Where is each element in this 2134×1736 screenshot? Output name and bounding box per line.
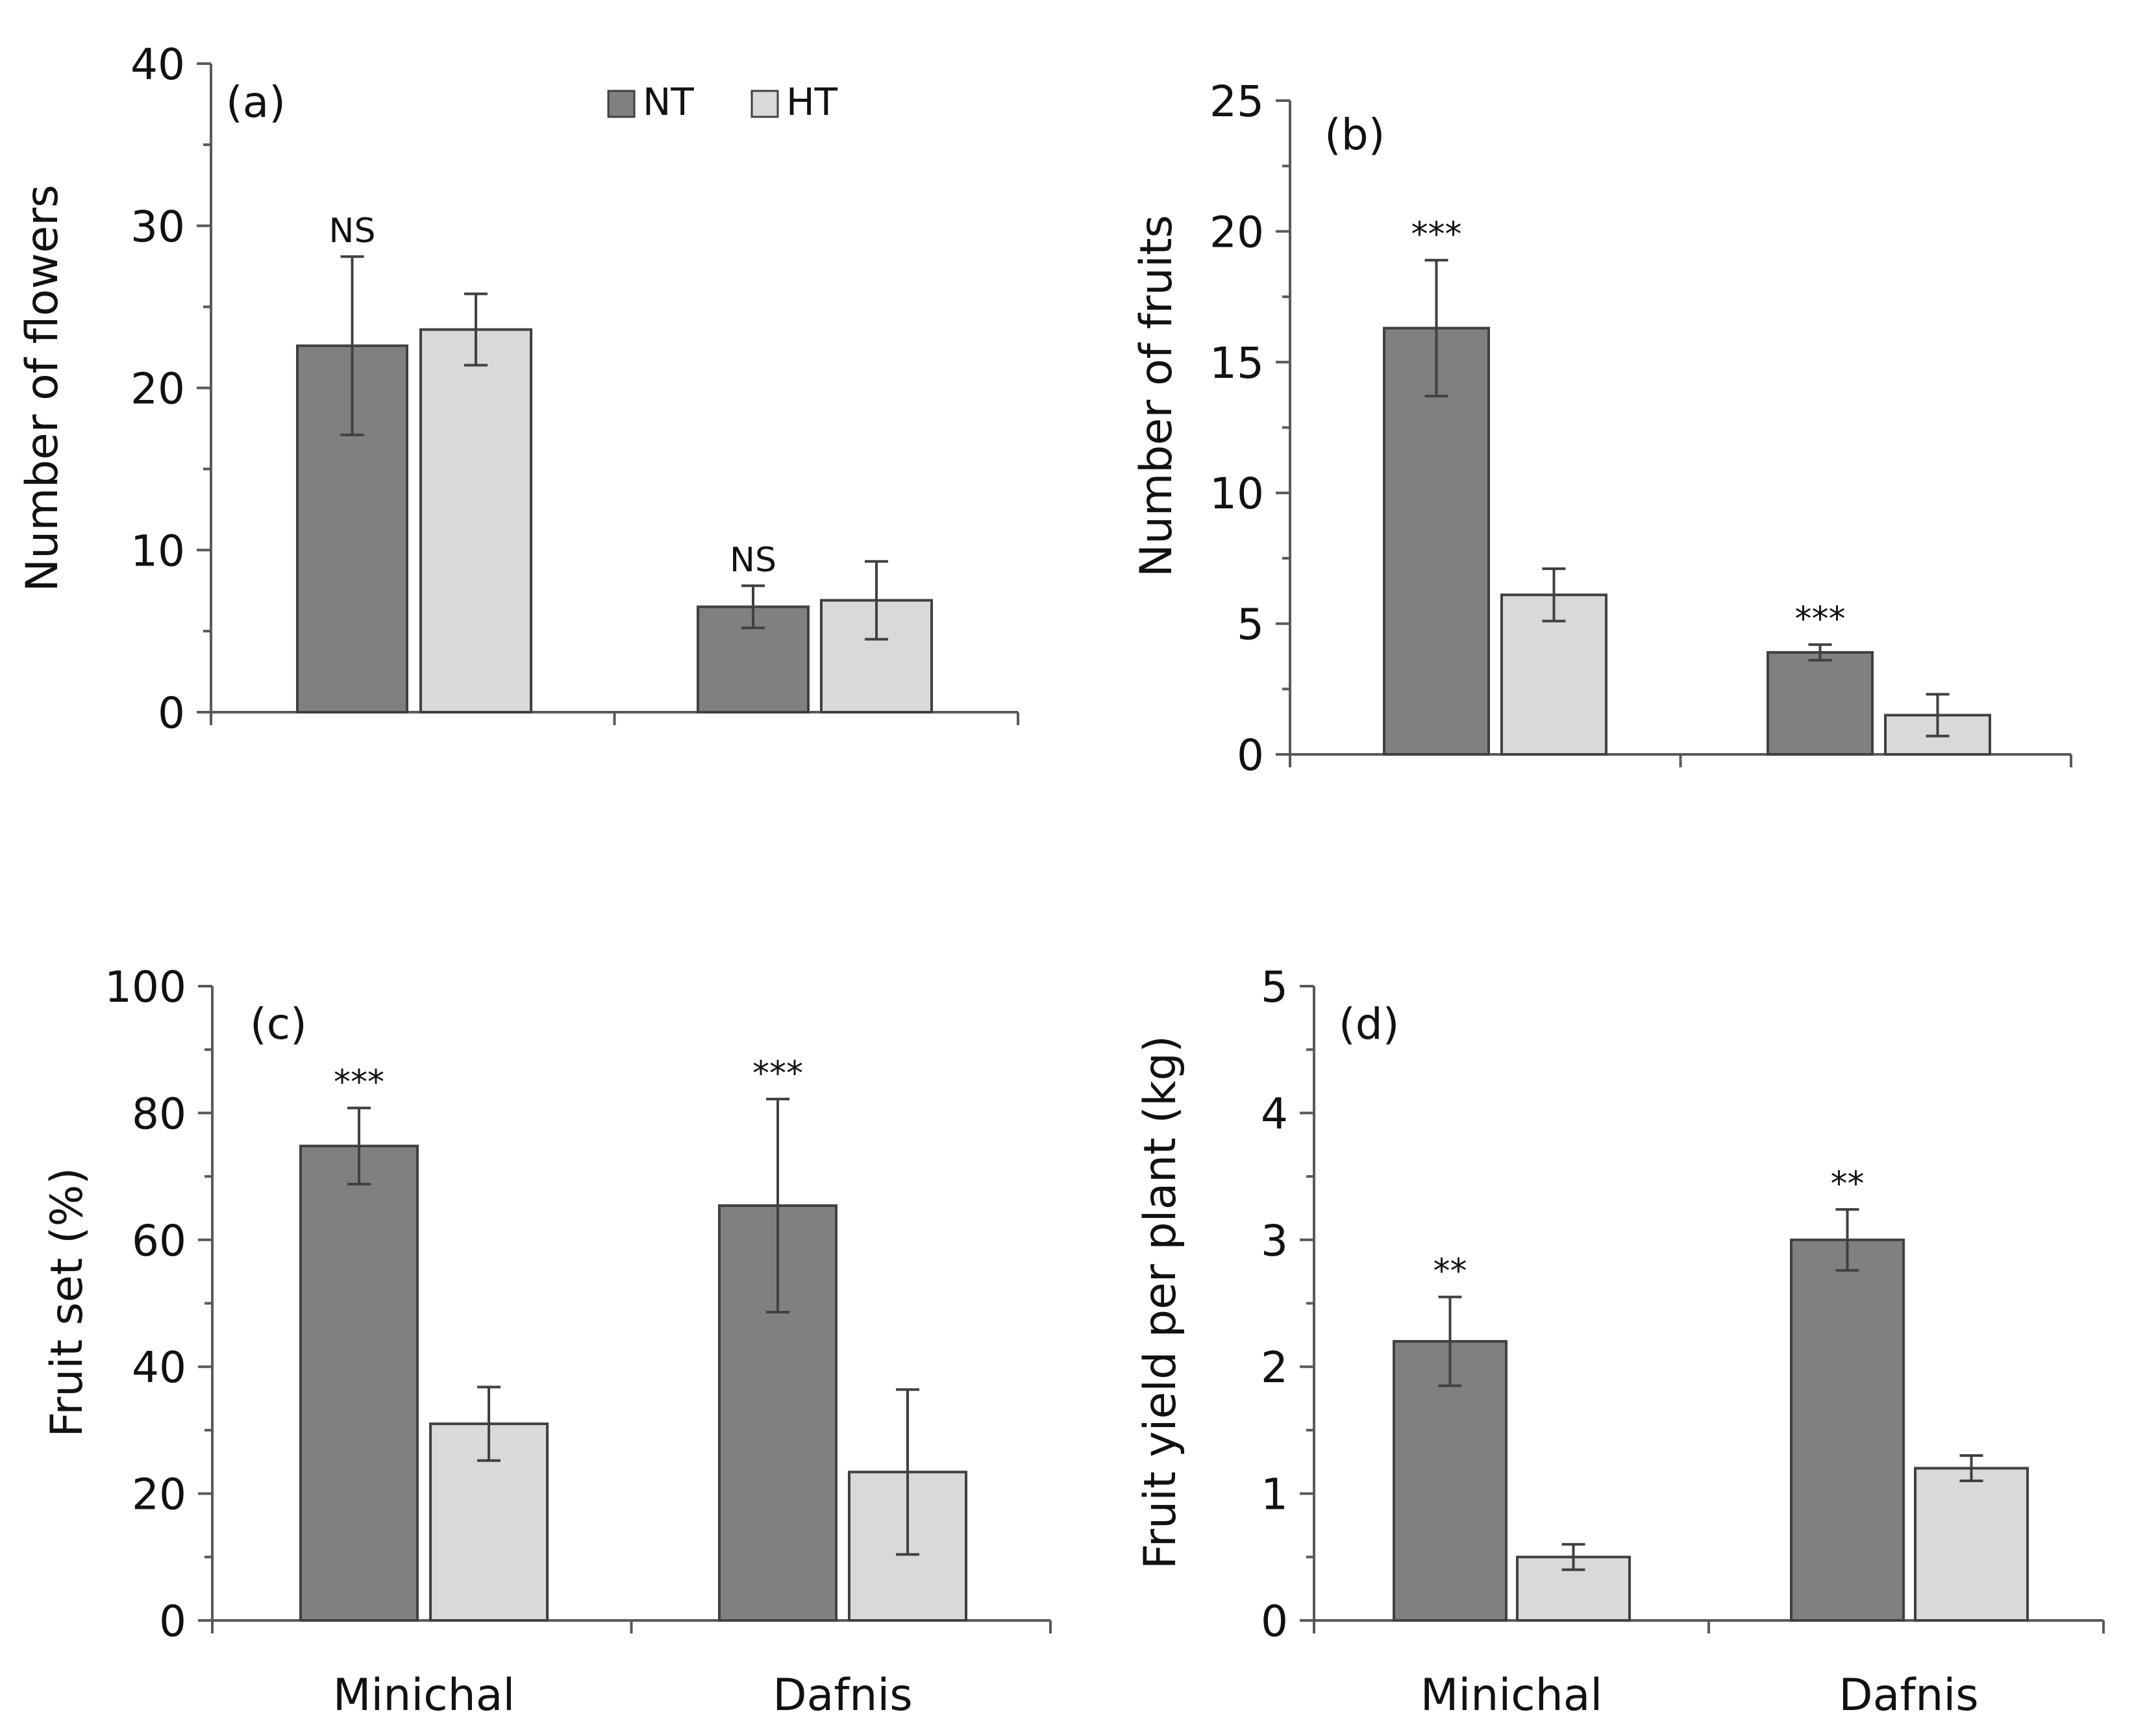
- chart-panel: 0 10 20 30 40 Number of flowers (a) NS NS: [17, 40, 1019, 738]
- x-category-label: Minichal: [333, 1670, 515, 1721]
- legend-swatch-ht: [751, 90, 779, 118]
- y-tick-label: 10: [130, 526, 185, 576]
- y-tick-label: 10: [1210, 469, 1264, 519]
- y-tick-label: 2: [1261, 1343, 1288, 1393]
- significance-label: ***: [1795, 600, 1846, 639]
- y-axis-title: Number of fruits: [1131, 215, 1182, 577]
- y-tick-label: 20: [132, 1470, 186, 1520]
- panel-label: (d): [1339, 999, 1399, 1049]
- chart-panel: 0 5 10 15 20 25 Number of fruits (b) *** ***: [1131, 77, 2072, 780]
- y-tick-label: 100: [105, 962, 186, 1012]
- y-axis-title: Fruit yield per plant (kg): [1135, 1035, 1186, 1569]
- x-category-label: Dafnis: [1839, 1670, 1978, 1721]
- legend-label-ht: HT: [786, 80, 838, 124]
- y-tick-label: 60: [132, 1216, 186, 1266]
- y-tick-label: 0: [1237, 730, 1264, 780]
- significance-label: NS: [730, 541, 776, 580]
- y-tick-label: 40: [132, 1343, 186, 1393]
- significance-label: **: [1831, 1165, 1865, 1204]
- y-tick-label: 1: [1261, 1470, 1288, 1520]
- x-category-label: Minichal: [1421, 1670, 1603, 1721]
- y-tick-label: 20: [1210, 207, 1264, 257]
- y-tick-label: 0: [1261, 1596, 1288, 1646]
- bar-nt: [1767, 651, 1874, 756]
- y-tick-label: 0: [158, 688, 185, 738]
- significance-label: **: [1433, 1252, 1467, 1291]
- y-tick-label: 5: [1261, 962, 1288, 1012]
- legend-label-nt: NT: [643, 80, 694, 124]
- y-tick-label: 0: [159, 1596, 186, 1646]
- y-axis-title: Fruit set (%): [42, 1167, 93, 1437]
- x-category-label: Dafnis: [773, 1670, 912, 1721]
- y-axis-title: Number of flowers: [17, 184, 68, 591]
- bar-nt: [1790, 1238, 1905, 1622]
- y-tick-label: 40: [130, 40, 185, 90]
- bar-ht: [1914, 1467, 2029, 1622]
- y-tick-label: 5: [1237, 600, 1264, 650]
- y-tick-label: 3: [1261, 1216, 1288, 1266]
- legend-swatch-nt: [607, 90, 636, 118]
- significance-label: ***: [752, 1054, 803, 1093]
- y-tick-label: 30: [130, 202, 185, 252]
- significance-label: ***: [1411, 216, 1462, 254]
- chart-panel: 0 20 40 60 80 100 Fruit set (%) (c) *** Minichal *…: [42, 962, 1052, 1721]
- significance-label: ***: [334, 1063, 384, 1102]
- legend: NT HT: [607, 80, 838, 124]
- panel-label: (c): [250, 999, 307, 1049]
- y-tick-label: 4: [1261, 1089, 1288, 1139]
- bar-ht: [1516, 1556, 1631, 1622]
- y-tick-label: 20: [130, 364, 185, 414]
- y-tick-label: 25: [1210, 77, 1264, 127]
- bar-nt: [1383, 327, 1490, 756]
- y-tick-label: 15: [1210, 338, 1264, 388]
- bar-nt: [299, 1145, 419, 1622]
- panel-label: (a): [226, 77, 286, 127]
- y-tick-label: 80: [132, 1089, 186, 1139]
- panel-label: (b): [1324, 110, 1385, 160]
- chart-panel: 0 1 2 3 4 5 Fruit yield per plant (kg) (d) ** Min…: [1135, 962, 2105, 1721]
- significance-label: NS: [329, 212, 376, 251]
- bar-ht: [419, 328, 532, 713]
